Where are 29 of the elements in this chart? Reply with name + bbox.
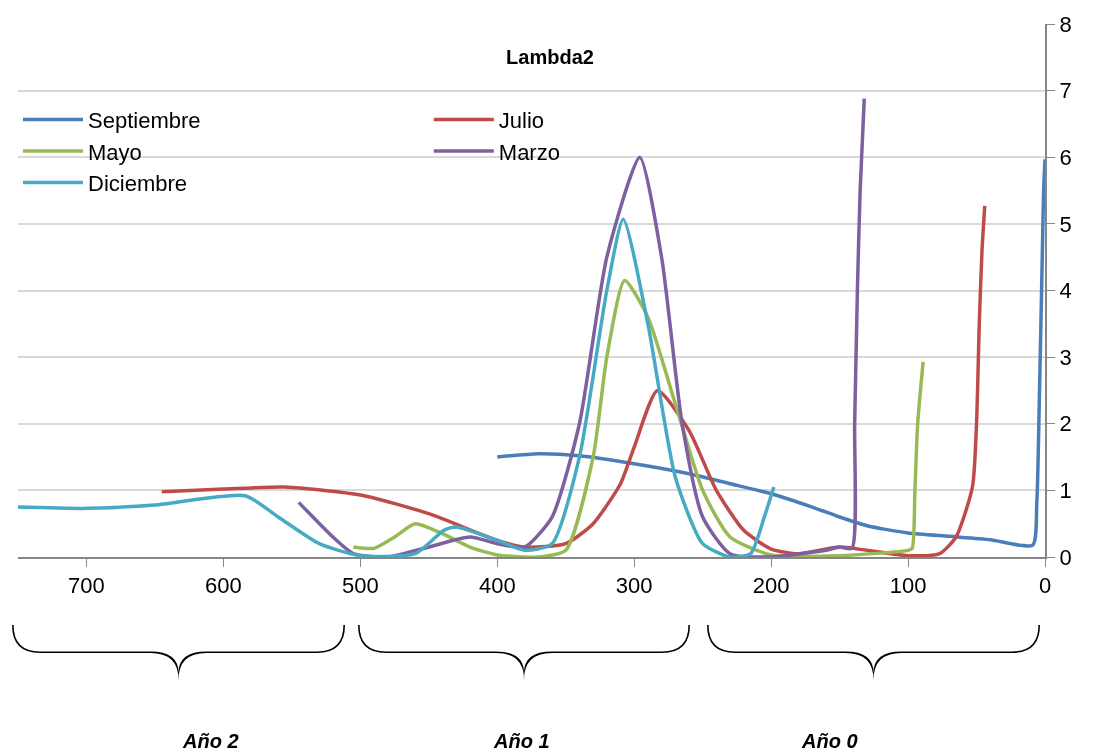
text: Año 0 (801, 730, 858, 752)
text: Año 2 (182, 730, 239, 752)
y-tick-label: 5 (1059, 211, 1072, 237)
y-tick-label: 1 (1059, 478, 1072, 504)
legend-label: Septiembre (88, 108, 201, 133)
x-tick-label: 600 (205, 573, 242, 599)
legend-label: Mayo (88, 139, 142, 165)
x-tick-label: 400 (478, 573, 516, 599)
y-tick-label: 4 (1059, 278, 1072, 304)
x-tick-label: 700 (68, 573, 105, 599)
x-tick-label: 100 (889, 573, 927, 599)
y-tick-label: 7 (1059, 78, 1072, 104)
text: Año 1 (493, 730, 550, 752)
x-tick-label: 300 (615, 573, 653, 599)
y-tick-label: 3 (1059, 344, 1072, 370)
x-tick-label: 200 (752, 573, 790, 599)
legend-label: Marzo (498, 139, 560, 165)
y-tick-label: 6 (1059, 144, 1072, 170)
y-tick-label: 8 (1059, 11, 1072, 37)
legend-label: Julio (498, 108, 545, 133)
x-tick-label: 500 (341, 573, 379, 599)
legend-label: Diciembre (88, 171, 188, 197)
line-series (351, 278, 925, 557)
x-tick-label: 0 (1038, 573, 1052, 599)
line-series (296, 96, 866, 557)
y-tick-label: 0 (1059, 544, 1072, 570)
line-series (18, 217, 776, 557)
y-tick-label: 2 (1059, 411, 1072, 437)
text: Lambda2 (506, 45, 594, 68)
